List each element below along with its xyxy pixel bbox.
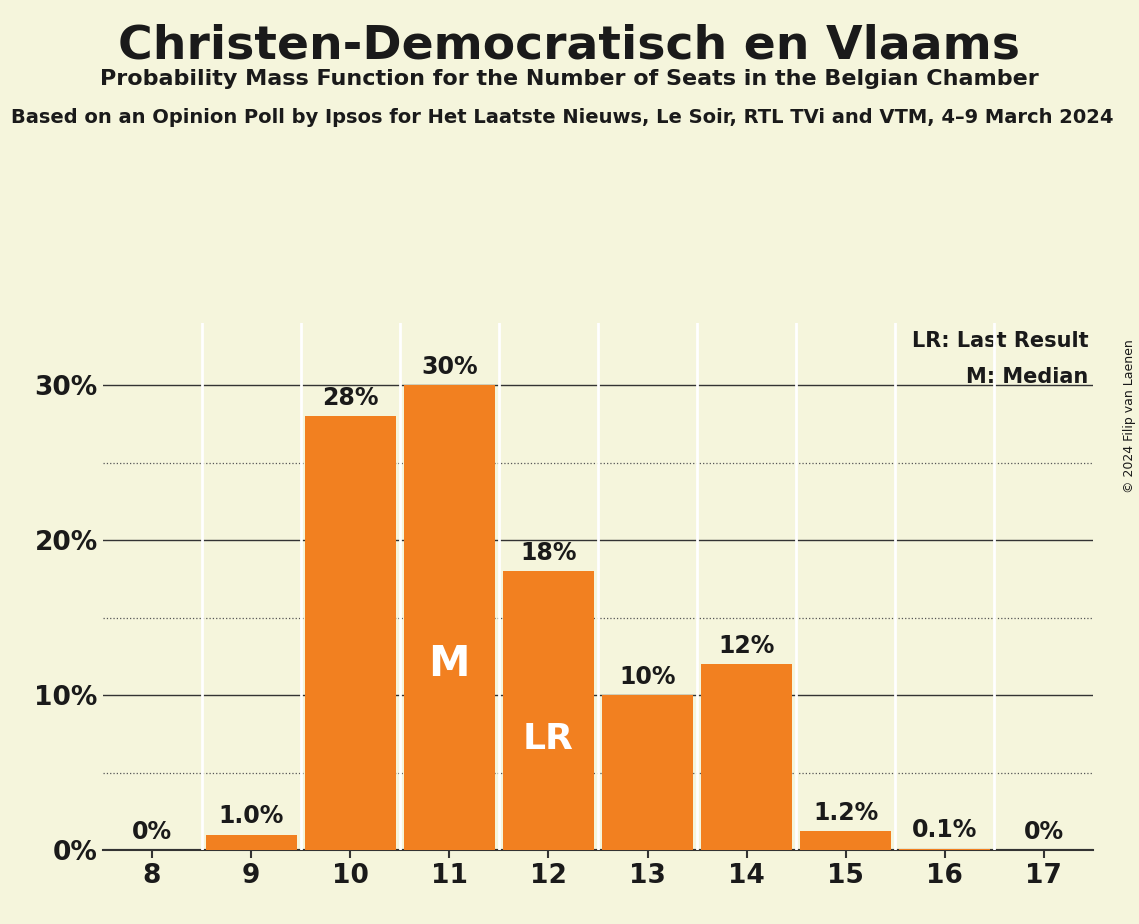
Text: 1.0%: 1.0% bbox=[219, 805, 284, 829]
Text: M: M bbox=[428, 643, 470, 686]
Bar bbox=[403, 385, 495, 850]
Text: 28%: 28% bbox=[322, 386, 378, 410]
Text: 0%: 0% bbox=[132, 820, 172, 844]
Text: Probability Mass Function for the Number of Seats in the Belgian Chamber: Probability Mass Function for the Number… bbox=[100, 69, 1039, 90]
Bar bbox=[700, 664, 793, 850]
Text: LR: Last Result: LR: Last Result bbox=[912, 331, 1089, 351]
Bar bbox=[800, 832, 892, 850]
Text: 12%: 12% bbox=[719, 634, 775, 658]
Bar bbox=[502, 571, 595, 850]
Text: M: Median: M: Median bbox=[966, 367, 1089, 387]
Text: © 2024 Filip van Laenen: © 2024 Filip van Laenen bbox=[1123, 339, 1137, 492]
Text: 30%: 30% bbox=[421, 355, 477, 379]
Text: 18%: 18% bbox=[521, 541, 576, 565]
Text: Christen-Democratisch en Vlaams: Christen-Democratisch en Vlaams bbox=[118, 23, 1021, 68]
Bar bbox=[205, 834, 297, 850]
Text: Based on an Opinion Poll by Ipsos for Het Laatste Nieuws, Le Soir, RTL TVi and V: Based on an Opinion Poll by Ipsos for He… bbox=[11, 108, 1114, 128]
Bar bbox=[304, 417, 396, 850]
Bar bbox=[899, 848, 991, 850]
Text: 0.1%: 0.1% bbox=[912, 819, 977, 843]
Text: LR: LR bbox=[523, 722, 574, 756]
Bar bbox=[601, 695, 694, 850]
Text: 1.2%: 1.2% bbox=[813, 801, 878, 825]
Text: 10%: 10% bbox=[620, 665, 675, 689]
Text: 0%: 0% bbox=[1024, 820, 1064, 844]
